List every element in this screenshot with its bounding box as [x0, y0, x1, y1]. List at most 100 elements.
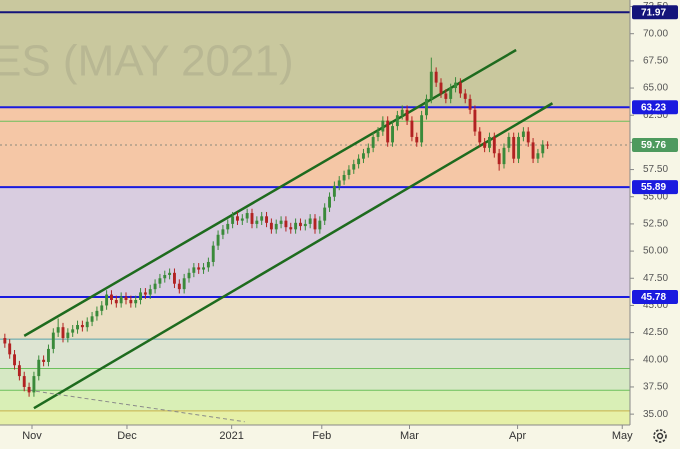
candle-body: [110, 294, 113, 300]
candle-body: [497, 153, 501, 165]
price-label-box: [632, 100, 678, 115]
candle-body: [526, 131, 530, 143]
candle-body: [507, 136, 511, 148]
candle-body: [357, 158, 361, 165]
candle-body: [119, 296, 123, 304]
candle-body: [347, 169, 351, 175]
candle-body: [531, 142, 535, 159]
candle-body: [478, 131, 482, 143]
price-label-box: [632, 289, 678, 304]
price-zone: [0, 339, 630, 369]
price-label-box: [632, 180, 678, 195]
y-tick-label: 50.00: [643, 246, 668, 257]
candle-body: [328, 196, 331, 208]
x-tick-label: May: [612, 430, 633, 442]
x-tick-label: Mar: [400, 430, 419, 442]
candle-body: [492, 136, 496, 154]
candle-body: [158, 278, 162, 284]
candle-body: [308, 218, 312, 224]
time-axis: [0, 425, 630, 449]
candle-body: [47, 348, 50, 362]
candle-body: [197, 267, 201, 270]
candle-body: [236, 216, 239, 221]
candle-body: [192, 267, 196, 273]
price-label: 63.23: [641, 102, 666, 113]
candle-body: [434, 71, 438, 83]
candle-body: [463, 93, 467, 99]
y-tick-label: 42.50: [643, 327, 668, 338]
candle-body: [294, 222, 298, 230]
candle-body: [468, 98, 472, 110]
candle-body: [80, 325, 84, 328]
price-zone: [0, 390, 630, 411]
candle-body: [17, 365, 21, 377]
candle-body: [211, 245, 215, 262]
candle-body: [260, 216, 264, 221]
y-tick-label: 65.00: [643, 83, 668, 94]
candle-body: [395, 115, 399, 127]
candle-body: [206, 261, 210, 268]
price-zone: [0, 410, 630, 425]
candle-body: [488, 136, 491, 148]
candle-body: [274, 223, 278, 230]
candle-body: [420, 115, 424, 143]
candle-body: [187, 272, 191, 279]
candle-body: [202, 267, 205, 270]
candle-body: [313, 218, 317, 230]
candle-body: [425, 98, 428, 116]
candle-body: [76, 325, 79, 330]
price-label-box: [632, 5, 678, 20]
price-label: 59.76: [641, 140, 666, 151]
candle-body: [512, 136, 516, 159]
candle-body: [168, 272, 172, 275]
trend-line: [23, 48, 517, 337]
candle-body: [134, 300, 138, 304]
y-tick-label: 40.00: [643, 354, 668, 365]
y-tick-label: 52.50: [643, 219, 668, 230]
candle-body: [376, 131, 380, 137]
plot-area: ES (MAY 2021): [0, 0, 630, 425]
candle-body: [541, 144, 545, 154]
candle-body: [153, 283, 157, 290]
candle-body: [299, 222, 302, 227]
y-tick-label: 70.00: [643, 28, 668, 39]
candle-body: [42, 359, 46, 362]
trend-line: [33, 102, 554, 410]
candle-body: [337, 180, 341, 186]
candle-body: [386, 120, 390, 143]
candle-body: [352, 164, 356, 170]
price-zone: [0, 368, 630, 391]
settings-icon[interactable]: [653, 429, 667, 443]
candle-body: [521, 131, 525, 137]
y-tick-label: 57.50: [643, 164, 668, 175]
candle-body: [458, 82, 462, 94]
y-tick-label: 62.50: [643, 110, 668, 121]
candle-body: [250, 213, 254, 224]
candle-body: [95, 310, 99, 317]
candle-body: [265, 216, 268, 223]
price-label: 55.89: [641, 182, 666, 193]
candle-body: [332, 185, 336, 197]
y-tick-label: 67.50: [643, 56, 668, 67]
candle-body: [323, 207, 327, 221]
price-zone: [0, 107, 630, 188]
candle-body: [231, 216, 235, 224]
candle-body: [37, 359, 41, 377]
candle-body: [173, 272, 176, 284]
trend-line: [29, 389, 245, 423]
candle-body: [114, 300, 118, 304]
candle-body: [279, 220, 283, 224]
price-label: 71.97: [641, 7, 666, 18]
y-tick-label: 55.00: [643, 191, 668, 202]
candle-body: [405, 109, 409, 121]
watermark: ES (MAY 2021): [0, 37, 294, 86]
candle-body: [124, 296, 128, 300]
candle-body: [163, 275, 167, 279]
price-label: 45.78: [641, 292, 666, 303]
candle-body: [371, 136, 375, 148]
candle-body: [449, 88, 453, 99]
candle-body: [444, 93, 448, 99]
candle-body: [439, 82, 443, 94]
y-tick-label: 45.00: [643, 300, 668, 311]
